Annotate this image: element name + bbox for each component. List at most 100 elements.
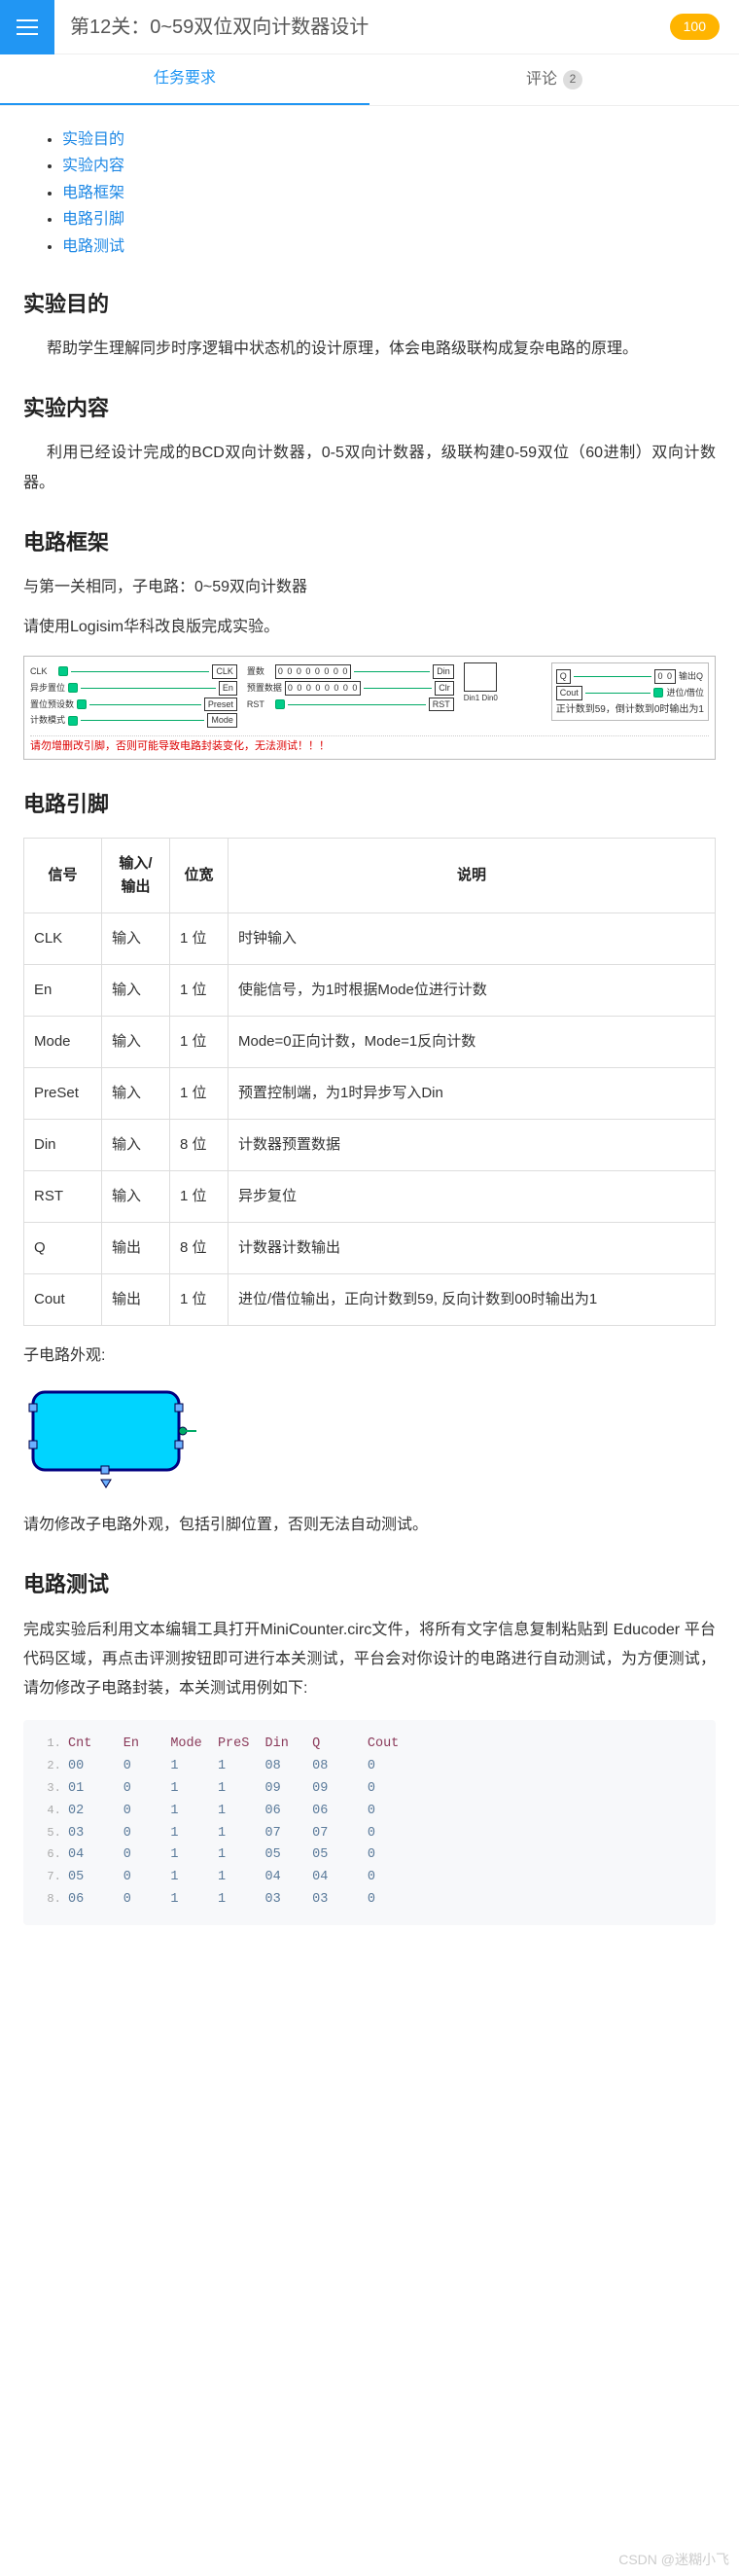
table-cell: PreSet [24, 1067, 102, 1119]
table-cell: 输入 [102, 1016, 170, 1067]
cf-din-box: Din [433, 664, 454, 679]
tab-task-label: 任务要求 [154, 66, 216, 91]
cf-outq-label: 输出Q [679, 671, 704, 682]
heading-purpose: 实验目的 [23, 287, 716, 321]
menu-button[interactable] [0, 0, 54, 54]
code-line: 02 0 1 1 06 06 0 [68, 1801, 706, 1823]
pin-table: 信号 输入/输出 位宽 说明 CLK输入1 位时钟输入En输入1 位使能信号，为… [23, 838, 716, 1326]
table-cell: 1 位 [170, 1067, 229, 1119]
table-cell: Cout [24, 1273, 102, 1325]
table-cell: 输出 [102, 1222, 170, 1273]
cf-preset-label: 置位预设数 [30, 699, 74, 710]
cf-outcout-label: 进位/借位 [666, 688, 704, 698]
toc-link-purpose[interactable]: 实验目的 [62, 131, 124, 148]
table-cell: 进位/借位输出，正向计数到59, 反向计数到00时输出为1 [229, 1273, 716, 1325]
th-signal: 信号 [24, 838, 102, 912]
toc-link-frame[interactable]: 电路框架 [62, 185, 124, 201]
cf-output-block: Q0 0输出Q Cout进位/借位 正计数到59，倒计数到0时输出为1 [551, 662, 709, 721]
toc-link-content[interactable]: 实验内容 [62, 158, 124, 174]
comments-count-badge: 2 [563, 70, 582, 89]
cf-inputs-block: CLKCLK 异步置位En 置位预设数Preset 计数模式Mode [30, 662, 237, 730]
cf-preset-box: Preset [204, 698, 237, 712]
table-cell: 输入 [102, 912, 170, 964]
tab-comments-label: 评论 [526, 67, 557, 92]
cf-clk-label: CLK [30, 666, 55, 677]
toc-list: 实验目的 实验内容 电路框架 电路引脚 电路测试 [23, 127, 716, 260]
table-cell: 计数器计数输出 [229, 1222, 716, 1273]
table-row: RST输入1 位异步复位 [24, 1170, 716, 1222]
table-row: PreSet输入1 位预置控制端，为1时异步写入Din [24, 1067, 716, 1119]
table-cell: 使能信号，为1时根据Mode位进行计数 [229, 964, 716, 1016]
code-line: 03 0 1 1 07 07 0 [68, 1823, 706, 1845]
table-cell: 异步复位 [229, 1170, 716, 1222]
table-cell: CLK [24, 912, 102, 964]
th-io: 输入/输出 [102, 838, 170, 912]
code-line: 05 0 1 1 04 04 0 [68, 1867, 706, 1889]
watermark: CSDN @迷糊小飞 [618, 2549, 729, 2570]
table-cell: RST [24, 1170, 102, 1222]
cf-rst-label: RST [247, 699, 272, 710]
code-line: 00 0 1 1 08 08 0 [68, 1756, 706, 1778]
table-cell: 输入 [102, 1170, 170, 1222]
cf-mode-box: Mode [207, 713, 237, 728]
table-cell: 预置控制端，为1时异步写入Din [229, 1067, 716, 1119]
tab-comments[interactable]: 评论 2 [370, 54, 739, 105]
table-cell: 1 位 [170, 1273, 229, 1325]
code-line: Cnt En Mode PreS Din Q Cout [68, 1734, 706, 1756]
table-row: Q输出8 位计数器计数输出 [24, 1222, 716, 1273]
content-area: 实验目的 实验内容 电路框架 电路引脚 电路测试 实验目的 帮助学生理解同步时序… [0, 106, 739, 1961]
cf-seg: 0 0 0 0 0 0 0 0 [275, 664, 352, 679]
code-line: 04 0 1 1 05 05 0 [68, 1844, 706, 1867]
heading-test: 电路测试 [23, 1567, 716, 1601]
toc-link-pins[interactable]: 电路引脚 [62, 211, 124, 228]
text-test: 完成实验后利用文本编辑工具打开MiniCounter.circ文件，将所有文字信… [23, 1616, 716, 1704]
code-line: 06 0 1 1 03 03 0 [68, 1889, 706, 1912]
heading-frame: 电路框架 [23, 525, 716, 559]
table-cell: Din [24, 1119, 102, 1170]
table-cell: 输入 [102, 964, 170, 1016]
cf-chip-block: Din1 Din0 [464, 662, 542, 705]
table-cell: 输入 [102, 1067, 170, 1119]
table-cell: 1 位 [170, 912, 229, 964]
heading-pins: 电路引脚 [23, 787, 716, 821]
cf-clk-box: CLK [212, 664, 237, 679]
tab-task[interactable]: 任务要求 [0, 54, 370, 105]
hamburger-icon [17, 19, 38, 35]
table-cell: 输入 [102, 1119, 170, 1170]
sub-shape-warn: 请勿修改子电路外观，包括引脚位置，否则无法自动测试。 [23, 1511, 716, 1540]
cf-cout-box: Cout [556, 686, 582, 700]
table-cell: 1 位 [170, 1170, 229, 1222]
table-cell: Mode=0正向计数，Mode=1反向计数 [229, 1016, 716, 1067]
cf-rst-box: RST [429, 698, 454, 712]
table-cell: 1 位 [170, 1016, 229, 1067]
table-cell: 输出 [102, 1273, 170, 1325]
table-row: CLK输入1 位时钟输入 [24, 912, 716, 964]
th-width: 位宽 [170, 838, 229, 912]
test-code-block: Cnt En Mode PreS Din Q Cout00 0 1 1 08 0… [23, 1720, 716, 1926]
table-cell: 1 位 [170, 964, 229, 1016]
cf-clr-box: Clr [435, 681, 454, 696]
points-badge: 100 [670, 14, 720, 39]
toc-link-test[interactable]: 电路测试 [62, 238, 124, 255]
table-cell: 8 位 [170, 1222, 229, 1273]
table-cell: En [24, 964, 102, 1016]
table-row: En输入1 位使能信号，为1时根据Mode位进行计数 [24, 964, 716, 1016]
heading-content: 实验内容 [23, 391, 716, 425]
cf-seg2: 0 0 0 0 0 0 0 0 [285, 681, 362, 696]
circuit-diagram: CLKCLK 异步置位En 置位预设数Preset 计数模式Mode 置数0 0… [23, 656, 716, 760]
table-cell: Q [24, 1222, 102, 1273]
code-line: 01 0 1 1 09 09 0 [68, 1778, 706, 1801]
cf-mode-label: 计数模式 [30, 715, 65, 726]
text-frame-1: 与第一关相同，子电路：0~59双向计数器 [23, 573, 716, 602]
text-purpose: 帮助学生理解同步时序逻辑中状态机的设计原理，体会电路级联构成复杂电路的原理。 [23, 335, 716, 364]
subcircuit-shape [23, 1382, 198, 1499]
table-row: Din输入8 位计数器预置数据 [24, 1119, 716, 1170]
table-cell: Mode [24, 1016, 102, 1067]
table-row: Cout输出1 位进位/借位输出，正向计数到59, 反向计数到00时输出为1 [24, 1273, 716, 1325]
table-row: Mode输入1 位Mode=0正向计数，Mode=1反向计数 [24, 1016, 716, 1067]
cf-note: 正计数到59，倒计数到0时输出为1 [556, 704, 704, 716]
cf-en-label: 异步置位 [30, 683, 65, 694]
tabs: 任务要求 评论 2 [0, 54, 739, 106]
header-bar: 第12关：0~59双位双向计数器设计 100 [0, 0, 739, 54]
text-content: 利用已经设计完成的BCD双向计数器，0-5双向计数器，级联构建0-59双位（60… [23, 439, 716, 498]
